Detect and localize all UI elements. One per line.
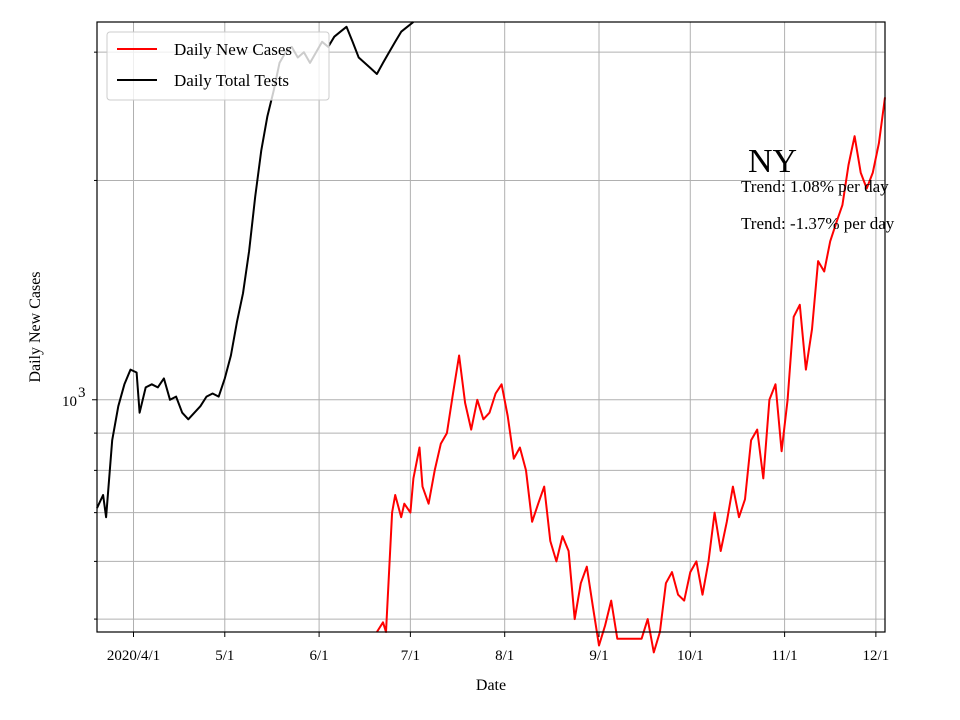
state-label: NY xyxy=(748,143,797,180)
x-tick-label: 7/1 xyxy=(401,648,420,664)
x-tick-label: 8/1 xyxy=(495,648,514,664)
y-axis-ticks: 103 xyxy=(62,51,97,620)
legend-label-tests: Daily Total Tests xyxy=(174,71,289,90)
grid-lines xyxy=(97,22,885,632)
series-layer xyxy=(96,21,886,654)
plot-frame xyxy=(96,21,886,633)
legend-label-cases: Daily New Cases xyxy=(174,40,292,59)
x-axis-ticks: 2020/4/1 5/1 6/1 7/1 8/1 9/1 10/1 11/1 12/1 xyxy=(107,632,889,664)
x-tick-label: 2020/4/1 xyxy=(107,648,160,664)
y-tick-label: 10 xyxy=(62,394,77,410)
trend-annotation-2: Trend: -1.37% per day xyxy=(741,214,895,233)
x-tick-label: 12/1 xyxy=(863,648,890,664)
x-tick-label: 9/1 xyxy=(589,648,608,664)
legend-box xyxy=(106,31,330,101)
x-tick-label: 10/1 xyxy=(677,648,704,664)
trend-annotation-1: Trend: 1.08% per day xyxy=(741,177,889,196)
y-tick-label-exponent: 3 xyxy=(78,385,86,401)
annotations: NY Trend: 1.08% per day Trend: -1.37% pe… xyxy=(741,143,895,233)
series-line-daily-new-cases xyxy=(376,97,886,654)
x-tick-label: 6/1 xyxy=(310,648,329,664)
series-line-daily-total-tests xyxy=(96,21,415,519)
x-tick-label: 11/1 xyxy=(772,648,798,664)
x-tick-label: 5/1 xyxy=(215,648,234,664)
x-axis-title: Date xyxy=(476,677,506,694)
legend: Daily New Cases Daily Total Tests xyxy=(106,31,330,101)
y-axis-title: Daily New Cases xyxy=(27,271,44,382)
